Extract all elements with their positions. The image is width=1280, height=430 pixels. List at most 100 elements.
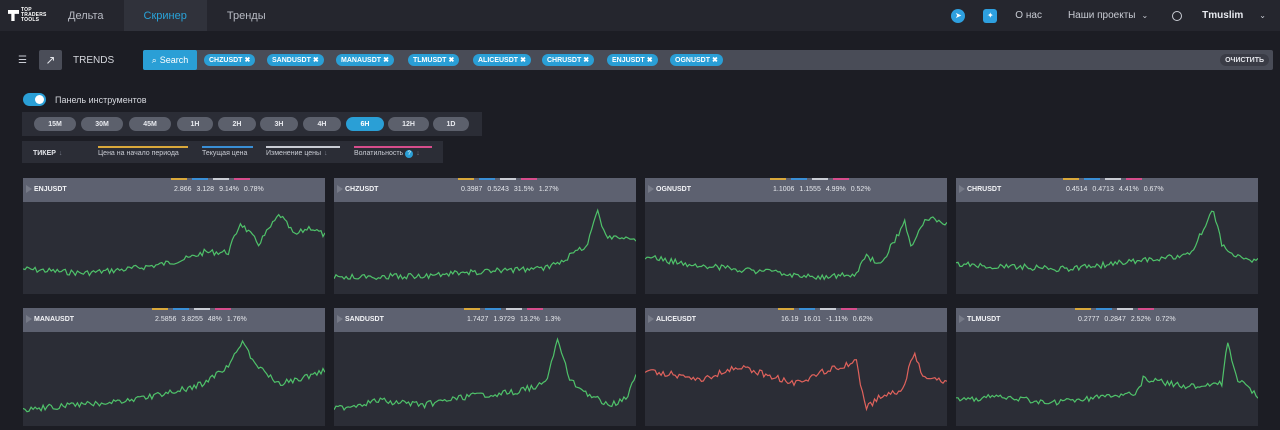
card-start-price: 0.2777 bbox=[1078, 316, 1100, 323]
ticker-chip[interactable]: MANAUSDT ✖ bbox=[336, 54, 394, 66]
ticker-search-bar[interactable]: ⌕ Search CHZUSDT ✖ SANDUSDT ✖ MANAUSDT ✖ TL… bbox=[143, 50, 1273, 70]
interval-45m[interactable]: 45M bbox=[129, 117, 171, 131]
ticker-chip[interactable]: ENJUSDT ✖ bbox=[607, 54, 658, 66]
card-header: CHZUSDT 0.3987 0.5243 31.5% 1.27% bbox=[334, 178, 636, 202]
card-header: SANDUSDT 1.7427 1.9729 13.2% 1.3% bbox=[334, 308, 636, 332]
trend-card[interactable]: CHRUSDT 0.4514 0.4713 4.41% 0.67% bbox=[956, 178, 1258, 294]
trend-card[interactable]: ALICEUSDT 16.19 16.01 -1.11% 0.62% bbox=[645, 308, 947, 426]
card-current-price: 0.4713 bbox=[1092, 186, 1114, 193]
trend-card[interactable]: SANDUSDT 1.7427 1.9729 13.2% 1.3% bbox=[334, 308, 636, 426]
tab-delta[interactable]: Дельта bbox=[68, 9, 104, 22]
price-line-chart bbox=[645, 351, 947, 412]
remove-chip-icon[interactable]: ✖ bbox=[520, 57, 526, 64]
list-view-icon[interactable]: ☰ bbox=[18, 55, 27, 66]
clear-button[interactable]: ОЧИСТИТЬ bbox=[1220, 54, 1269, 66]
price-line-chart bbox=[23, 213, 325, 277]
about-link[interactable]: О нас bbox=[1015, 10, 1042, 21]
card-volatility: 0.62% bbox=[852, 316, 873, 323]
price-line bbox=[334, 208, 636, 281]
trend-card[interactable]: CHZUSDT 0.3987 0.5243 31.5% 1.27% bbox=[334, 178, 636, 294]
sort-change[interactable]: Изменение цены ↓ bbox=[266, 150, 328, 157]
user-menu[interactable]: Tmuslim bbox=[1202, 10, 1244, 21]
interval-12h[interactable]: 12H bbox=[388, 117, 429, 131]
card-volatility: 0.72% bbox=[1155, 316, 1176, 323]
ticker-chip[interactable]: CHZUSDT ✖ bbox=[204, 54, 256, 66]
ticker-chip[interactable]: TLMUSDT ✖ bbox=[408, 54, 460, 66]
interval-1h[interactable]: 1H bbox=[177, 117, 213, 131]
interval-2h[interactable]: 2H bbox=[218, 117, 256, 131]
card-current-price: 16.01 bbox=[803, 316, 822, 323]
trend-card[interactable]: TLMUSDT 0.2777 0.2847 2.52% 0.72% bbox=[956, 308, 1258, 426]
sort-header: ТИКЕР ↓ Цена на начало периода Текущая це… bbox=[22, 141, 443, 163]
logo-mark-icon bbox=[8, 10, 19, 21]
sort-ticker[interactable]: ТИКЕР ↓ bbox=[33, 150, 63, 157]
remove-chip-icon[interactable]: ✖ bbox=[312, 57, 319, 64]
remove-chip-icon[interactable]: ✖ bbox=[448, 57, 455, 64]
expand-chart-icon[interactable] bbox=[648, 315, 654, 323]
sort-arrow-icon: ↓ bbox=[58, 150, 63, 157]
logo[interactable]: TOP TRADERS TOOLS bbox=[0, 0, 48, 31]
ticker-chip[interactable]: OGNUSDT ✖ bbox=[670, 54, 723, 66]
remove-chip-icon[interactable]: ✖ bbox=[383, 57, 389, 64]
expand-chart-icon[interactable] bbox=[26, 185, 32, 193]
ticker-chip[interactable]: SANDUSDT ✖ bbox=[267, 54, 324, 66]
expand-chart-icon[interactable] bbox=[26, 315, 32, 323]
chevron-down-icon[interactable]: ⌄ bbox=[1141, 11, 1149, 20]
card-header: OGNUSDT 1.1006 1.1555 4.99% 0.52% bbox=[645, 178, 947, 202]
tab-screener[interactable]: Скринер bbox=[123, 0, 207, 31]
card-volatility: 0.78% bbox=[243, 186, 264, 193]
card-change: 4.41% bbox=[1118, 186, 1139, 193]
sort-start-price[interactable]: Цена на начало периода bbox=[98, 150, 179, 157]
sort-volatility[interactable]: Волатильность? ↓ bbox=[354, 150, 420, 158]
card-volatility: 0.67% bbox=[1143, 186, 1164, 193]
price-line bbox=[645, 351, 947, 412]
expand-chart-icon[interactable] bbox=[959, 185, 965, 193]
card-current-price: 0.5243 bbox=[487, 186, 509, 193]
interval-3h[interactable]: 3H bbox=[260, 117, 298, 131]
remove-chip-icon[interactable]: ✖ bbox=[646, 57, 653, 64]
sun-icon[interactable] bbox=[1172, 10, 1183, 21]
interval-15m[interactable]: 15M bbox=[34, 117, 76, 131]
card-start-price: 1.1006 bbox=[773, 186, 795, 193]
ticker-chip[interactable]: ALICEUSDT ✖ bbox=[473, 54, 531, 66]
expand-chart-icon[interactable] bbox=[337, 185, 343, 193]
card-start-price: 1.7427 bbox=[467, 316, 489, 323]
interval-30m[interactable]: 30M bbox=[81, 117, 123, 131]
card-ticker: ENJUSDT bbox=[34, 186, 67, 193]
interval-6h[interactable]: 6H bbox=[346, 117, 384, 131]
remove-chip-icon[interactable]: ✖ bbox=[583, 57, 590, 64]
sort-current-price[interactable]: Текущая цена bbox=[202, 150, 248, 157]
projects-menu[interactable]: Наши проекты bbox=[1067, 10, 1136, 21]
expand-chart-icon[interactable] bbox=[959, 315, 965, 323]
remove-chip-icon[interactable]: ✖ bbox=[244, 57, 251, 64]
ticker-chip[interactable]: CHRUSDT ✖ bbox=[542, 54, 595, 66]
card-values: 0.4514 0.4713 4.41% 0.67% bbox=[1066, 186, 1169, 193]
toolbar-toggle[interactable] bbox=[23, 93, 46, 106]
interval-4h[interactable]: 4H bbox=[303, 117, 341, 131]
card-ticker: ALICEUSDT bbox=[656, 316, 697, 323]
card-change: 48% bbox=[207, 316, 222, 323]
expand-chart-icon[interactable] bbox=[337, 315, 343, 323]
card-start-price: 2.5856 bbox=[155, 316, 177, 323]
trend-card[interactable]: OGNUSDT 1.1006 1.1555 4.99% 0.52% bbox=[645, 178, 947, 294]
trend-card[interactable]: MANAUSDT 2.5856 3.8255 48% 1.76% bbox=[23, 308, 325, 426]
trend-view-button[interactable]: ↗ bbox=[39, 50, 62, 70]
help-icon[interactable]: ? bbox=[405, 150, 414, 158]
mode-label: TRENDS bbox=[73, 55, 115, 66]
user-chevron-down-icon[interactable]: ⌄ bbox=[1259, 11, 1266, 20]
remove-chip-icon[interactable]: ✖ bbox=[712, 57, 718, 64]
top-navbar: TOP TRADERS TOOLS Дельта Скринер Тренды … bbox=[0, 0, 1280, 31]
trend-card[interactable]: ENJUSDT 2.866 3.128 9.14% 0.78% bbox=[23, 178, 325, 294]
twitter-icon[interactable]: ✦ bbox=[983, 8, 998, 23]
telegram-icon[interactable]: ➤ bbox=[951, 8, 966, 23]
interval-1d[interactable]: 1D bbox=[433, 117, 469, 131]
card-values: 0.3987 0.5243 31.5% 1.27% bbox=[461, 186, 564, 193]
card-change: 9.14% bbox=[219, 186, 239, 193]
search-button[interactable]: ⌕ Search bbox=[143, 50, 197, 70]
card-ticker: OGNUSDT bbox=[656, 186, 691, 193]
tab-trends[interactable]: Тренды bbox=[226, 9, 266, 22]
card-current-price: 3.8255 bbox=[181, 316, 203, 323]
card-change: 4.99% bbox=[825, 186, 846, 193]
card-header: MANAUSDT 2.5856 3.8255 48% 1.76% bbox=[23, 308, 325, 332]
expand-chart-icon[interactable] bbox=[648, 185, 654, 193]
